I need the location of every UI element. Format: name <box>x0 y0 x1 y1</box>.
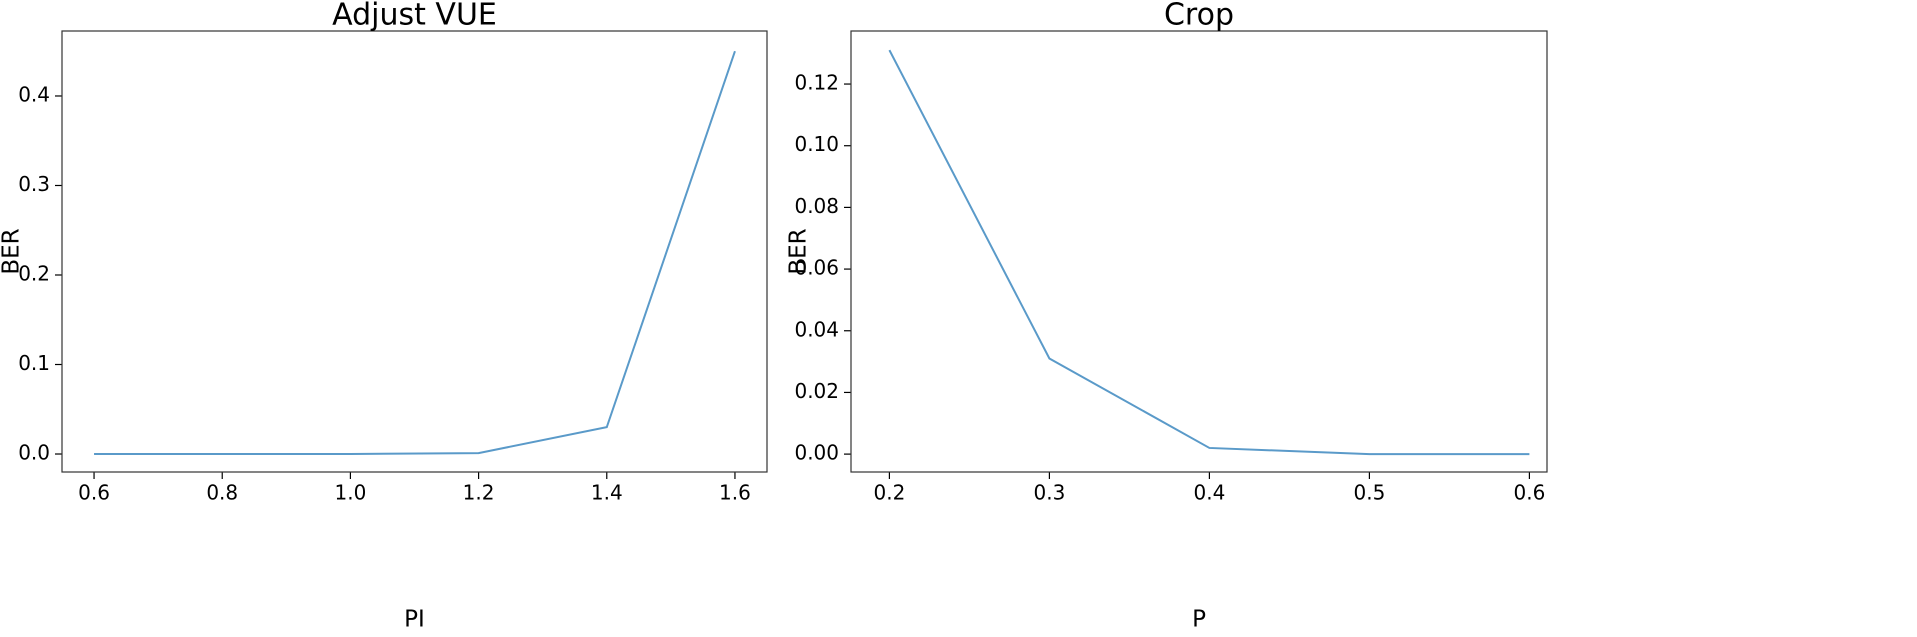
x-tick-label: 0.5 <box>1353 481 1385 505</box>
y-tick-label: 0.4 <box>18 82 50 106</box>
y-tick-label: 0.12 <box>794 71 839 95</box>
x-tick-label: 1.0 <box>335 481 367 505</box>
x-axis-label: PI <box>404 607 425 633</box>
y-tick-label: 0.10 <box>794 132 839 156</box>
data-line <box>888 49 1530 456</box>
axes-frame <box>61 30 768 473</box>
y-tick-label: 0.2 <box>18 261 50 285</box>
x-axis-label: P <box>1192 607 1206 633</box>
axes-frame <box>850 30 1548 473</box>
x-tick-label: 0.8 <box>206 481 238 505</box>
x-tick-label: 1.6 <box>719 481 751 505</box>
x-tick-label: 0.3 <box>1033 481 1065 505</box>
data-line <box>94 50 736 456</box>
y-tick-label: 0.02 <box>794 379 839 403</box>
y-tick-label: 0.06 <box>794 256 839 280</box>
y-tick-label: 0.0 <box>18 441 50 465</box>
x-tick-label: 0.6 <box>1513 481 1545 505</box>
x-tick-label: 0.6 <box>78 481 110 505</box>
x-tick-label: 0.2 <box>873 481 905 505</box>
y-axis-label: BER <box>0 228 25 274</box>
chart-title: Adjust VUE <box>332 0 497 33</box>
y-tick-label: 0.1 <box>18 351 50 375</box>
x-tick-label: 1.2 <box>463 481 495 505</box>
x-tick-label: 0.4 <box>1193 481 1225 505</box>
y-tick-label: 0.3 <box>18 172 50 196</box>
y-tick-label: 0.04 <box>794 317 839 341</box>
y-tick-label: 0.00 <box>794 441 839 465</box>
y-tick-label: 0.08 <box>794 194 839 218</box>
y-axis-label: BER <box>786 228 812 274</box>
x-tick-label: 1.4 <box>591 481 623 505</box>
chart-title: Crop <box>1164 0 1234 33</box>
